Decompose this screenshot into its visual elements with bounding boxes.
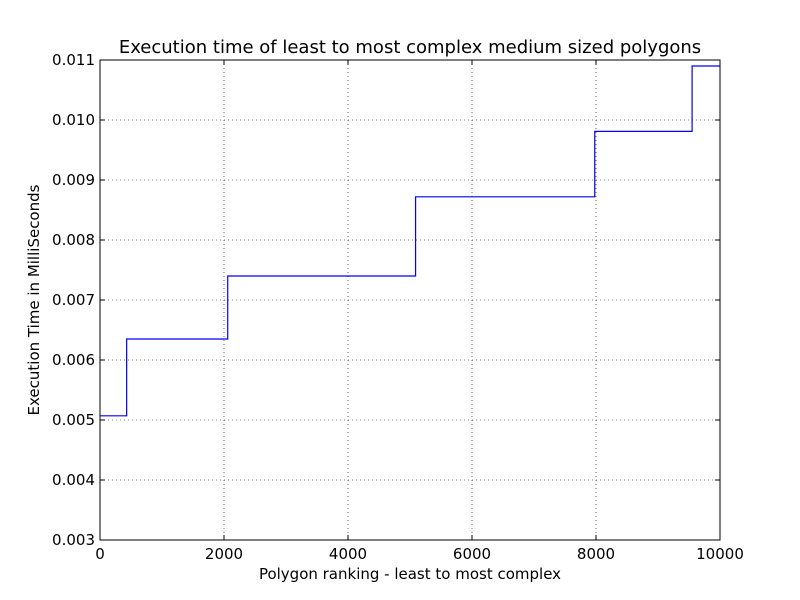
y-tick-label: 0.009 [52,171,95,189]
y-axis: 0.003 0.004 0.005 0.006 0.007 0.008 0.009 0.010… [52,51,720,549]
x-tick-label: 8000 [577,545,615,563]
x-axis-title: Polygon ranking - least to most complex [259,565,561,583]
series-line [100,65,720,417]
y-tick-label: 0.011 [52,51,95,69]
chart-title: Execution time of least to most complex … [119,37,701,58]
x-axis: 0 2000 4000 6000 8000 10000 [95,60,744,563]
x-tick-label: 2000 [205,545,243,563]
x-tick-label: 4000 [329,545,367,563]
y-tick-label: 0.005 [52,411,95,429]
y-tick-label: 0.004 [52,471,95,489]
x-tick-label: 0 [95,545,105,563]
y-tick-label: 0.003 [52,531,95,549]
y-tick-label: 0.007 [52,291,95,309]
series-layer [100,65,720,417]
grid [100,60,720,540]
y-axis-title: Execution Time in MilliSeconds [25,184,43,415]
x-tick-label: 10000 [696,545,744,563]
y-tick-label: 0.010 [52,111,95,129]
y-tick-label: 0.008 [52,231,95,249]
x-tick-label: 6000 [453,545,491,563]
y-tick-label: 0.006 [52,351,95,369]
